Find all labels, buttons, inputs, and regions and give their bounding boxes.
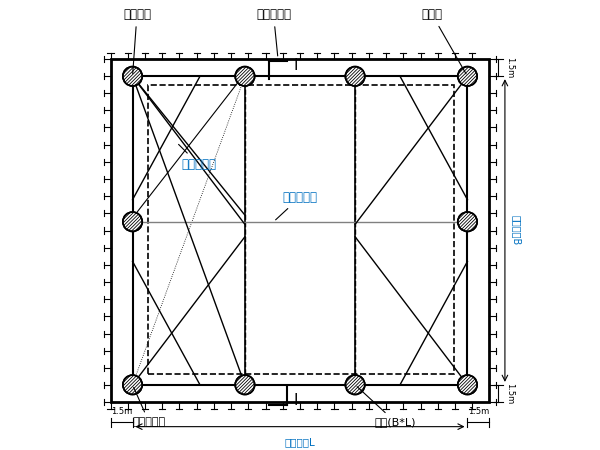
- Text: 承台(B*L): 承台(B*L): [357, 387, 416, 427]
- Text: 钢板桩围堰: 钢板桩围堰: [256, 8, 291, 56]
- Circle shape: [458, 375, 477, 395]
- Bar: [110, 58, 490, 402]
- Bar: [148, 85, 454, 374]
- Bar: [133, 76, 467, 385]
- Text: I: I: [293, 58, 298, 73]
- Text: 钢导框: 钢导框: [422, 8, 466, 74]
- Circle shape: [123, 67, 142, 86]
- Text: 特制角桩: 特制角桩: [123, 8, 151, 73]
- Circle shape: [235, 67, 254, 86]
- Text: 钢导框斜联: 钢导框斜联: [179, 144, 216, 171]
- Text: 钢导框横联: 钢导框横联: [275, 191, 317, 220]
- Circle shape: [458, 212, 477, 231]
- Circle shape: [346, 375, 365, 395]
- Text: 定位钢管桩: 定位钢管桩: [133, 387, 166, 427]
- Text: I: I: [293, 393, 298, 408]
- Circle shape: [346, 67, 365, 86]
- Circle shape: [123, 212, 142, 231]
- Text: 承台宽度B: 承台宽度B: [512, 216, 521, 246]
- Circle shape: [235, 375, 254, 395]
- Text: 1.5m: 1.5m: [505, 383, 514, 404]
- Text: 1.5m: 1.5m: [111, 407, 132, 416]
- Text: 1.5m: 1.5m: [468, 407, 489, 416]
- Circle shape: [458, 67, 477, 86]
- Text: 承台长度L: 承台长度L: [284, 438, 316, 448]
- Text: 1.5m: 1.5m: [505, 57, 514, 78]
- Circle shape: [123, 375, 142, 395]
